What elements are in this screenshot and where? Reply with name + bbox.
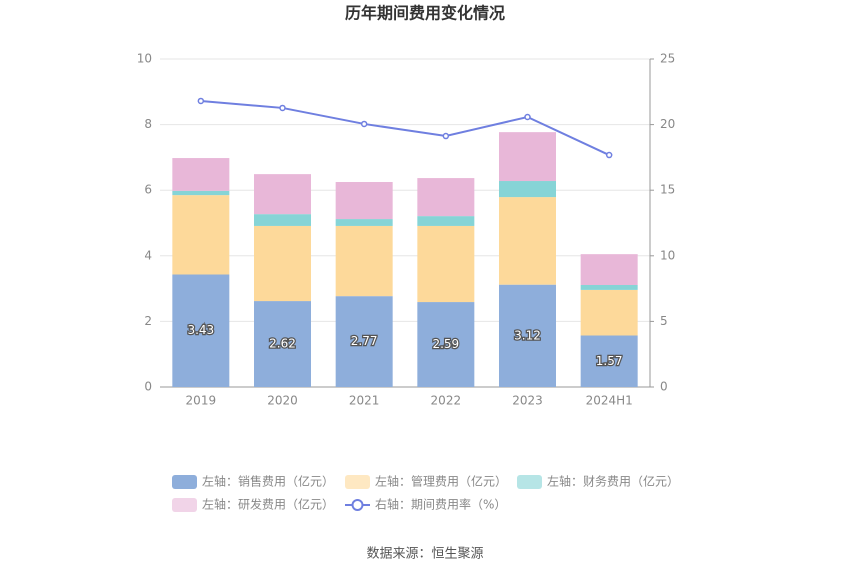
bar-segment	[417, 225, 475, 303]
bar-segment	[335, 219, 393, 226]
y2-tick-label: 15	[660, 183, 675, 197]
chart-title: 历年期间费用变化情况	[345, 4, 505, 23]
bar-segment	[580, 284, 638, 290]
legend-swatch	[345, 475, 370, 489]
bar-segment	[499, 197, 556, 285]
x-tick-label: 2020	[267, 394, 298, 408]
bar-segment	[580, 254, 638, 285]
bar-segment	[335, 225, 393, 297]
bar-segment	[417, 178, 475, 217]
bar-segment	[499, 284, 556, 387]
y2-tick-label: 20	[660, 117, 675, 131]
x-tick-label: 2022	[431, 394, 462, 408]
data-label: 1.57	[596, 354, 623, 368]
y-tick-label: 0	[144, 380, 152, 394]
bar-segment	[580, 335, 638, 387]
data-label: 3.12	[514, 328, 541, 342]
y2-tick-label: 5	[660, 314, 668, 328]
legend-swatch	[172, 475, 197, 489]
legend-marker	[351, 499, 364, 511]
legend-label: 右轴：期间费用率（%）	[375, 497, 506, 512]
y-tick-label: 2	[144, 314, 152, 328]
bar-segment	[254, 174, 311, 215]
bar-segment	[580, 289, 638, 336]
data-label: 3.43	[187, 323, 214, 337]
data-label: 2.77	[351, 334, 378, 348]
legend-label: 左轴：管理费用（亿元）	[375, 474, 507, 489]
bar-segment	[172, 274, 230, 387]
line-point	[524, 113, 531, 121]
y2-tick-label: 25	[660, 52, 675, 66]
legend-label: 左轴：销售费用（亿元）	[202, 474, 334, 489]
line	[200, 99, 610, 156]
line-point	[442, 132, 450, 140]
line-point	[605, 151, 613, 159]
x-tick-label: 2024H1	[586, 394, 633, 408]
bar-segment	[172, 190, 230, 196]
legend-label: 左轴：财务费用（亿元）	[547, 474, 679, 489]
bar-segment	[335, 296, 393, 387]
y-tick-label: 8	[144, 117, 152, 131]
x-tick-label: 2019	[186, 394, 217, 408]
x-tick-label: 2021	[349, 394, 380, 408]
y2-tick-label: 10	[660, 248, 675, 262]
bar-segment	[254, 301, 311, 387]
bar-segment	[417, 302, 475, 387]
legend-swatch	[172, 498, 197, 512]
y-tick-label: 6	[144, 183, 152, 197]
line-point	[279, 104, 286, 112]
bar-segment	[172, 195, 230, 275]
data-label: 2.59	[432, 337, 459, 351]
bar-segment	[499, 181, 556, 198]
bar-segment	[335, 182, 393, 220]
y2-tick-label: 0	[660, 380, 668, 394]
legend-swatch	[517, 475, 542, 489]
bar-segment	[254, 225, 311, 302]
bar-segment	[417, 216, 475, 226]
line-point	[197, 97, 205, 105]
y-tick-label: 4	[144, 248, 152, 262]
source: 数据来源：恒生聚源	[366, 547, 483, 562]
y-tick-label: 10	[137, 52, 152, 66]
data-label: 2.62	[269, 337, 296, 351]
x-tick-label: 2023	[512, 394, 543, 408]
line-point	[360, 120, 368, 128]
bar-segment	[499, 132, 556, 182]
bar-segment	[254, 214, 311, 226]
legend-label: 左轴：研发费用（亿元）	[202, 497, 334, 512]
bar-segment	[172, 158, 230, 191]
